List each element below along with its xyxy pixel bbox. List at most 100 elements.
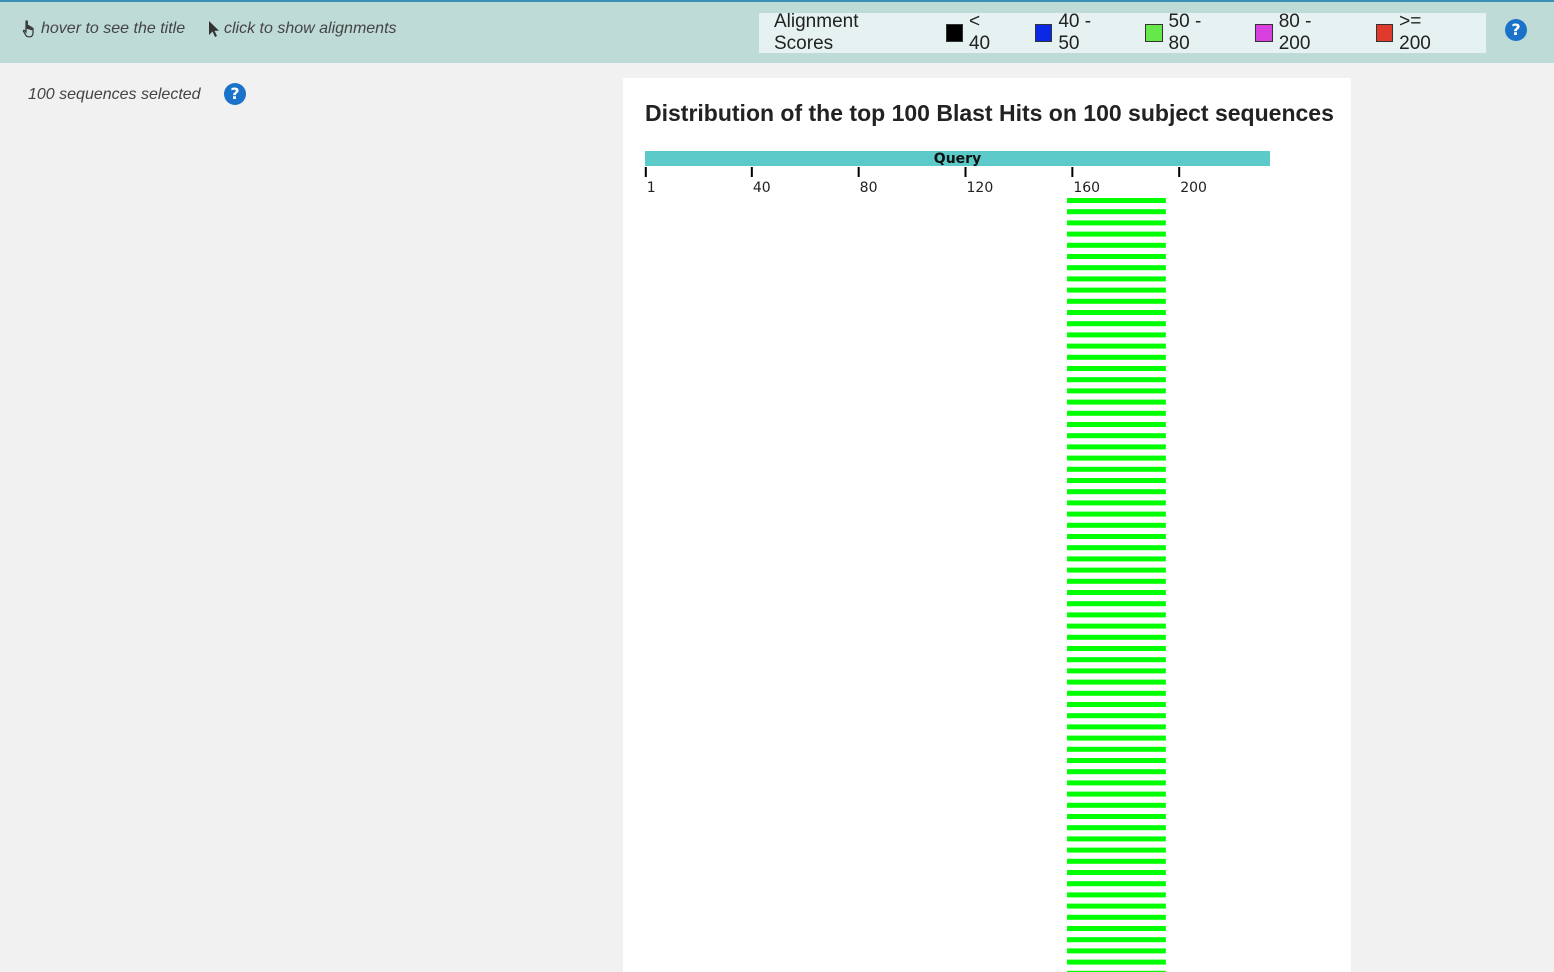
legend-item-40-50: 40 - 50 [1034, 11, 1115, 55]
hit-bar [1067, 489, 1166, 495]
hit-bar [1067, 366, 1166, 371]
hit-bar [1067, 310, 1166, 315]
hit-bar [1067, 903, 1166, 909]
hit-bar [1067, 220, 1166, 226]
hit-bar [1067, 948, 1166, 954]
hit-bar [1067, 914, 1166, 920]
top-toolbar: hover to see the title click to show ali… [0, 0, 1554, 63]
hit-bar [1067, 455, 1166, 461]
hover-hint-text: hover to see the title [41, 20, 186, 37]
legend-item-lt40: < 40 [945, 11, 1005, 55]
hit-bar [1067, 758, 1166, 763]
hit-bar [1067, 354, 1166, 360]
legend-item-80-200: 80 - 200 [1255, 11, 1345, 55]
legend-label: 40 - 50 [1058, 11, 1092, 54]
hit-bar [1067, 433, 1166, 439]
legend-item-gte200: >= 200 [1375, 11, 1456, 55]
hit-bar [1067, 679, 1166, 685]
hover-hint: hover to see the title [22, 20, 185, 38]
click-hint-text: click to show alignments [224, 20, 397, 37]
hit-bar [1067, 511, 1166, 517]
hit-bar [1067, 802, 1166, 808]
hit-bar [1067, 209, 1166, 215]
hit-bar [1067, 422, 1166, 427]
legend-swatch [1034, 24, 1053, 42]
axis-tick-label: 40 [753, 180, 771, 196]
hit-bar [1067, 926, 1166, 931]
hit-bar [1067, 287, 1166, 293]
hit-bar [1067, 578, 1166, 584]
hit-bar [1067, 567, 1166, 573]
hit-bar [1067, 231, 1166, 237]
hit-bar [1067, 444, 1166, 450]
hit-bar [1067, 769, 1166, 775]
hit-bar [1067, 791, 1166, 797]
hit-bar [1067, 780, 1166, 786]
legend-label: 50 - 80 [1168, 11, 1202, 54]
hit-bar [1067, 522, 1166, 528]
hit-bar [1067, 668, 1166, 674]
hit-bar [1067, 825, 1166, 831]
hit-bar [1067, 724, 1166, 730]
hit-bar [1067, 343, 1166, 349]
hit-bar [1067, 332, 1166, 338]
axis-tick-label: 200 [1180, 180, 1207, 196]
hit-bar [1067, 690, 1166, 696]
panel-title: Distribution of the top 100 Blast Hits o… [645, 100, 1334, 126]
hit-bar [1067, 959, 1166, 965]
hit-bar [1067, 545, 1166, 551]
blast-hits-graphic: Query 1 40 80 120 160 200 [644, 151, 1270, 972]
hit-bar [1067, 713, 1166, 719]
hit-bar [1067, 556, 1166, 562]
hit-bar [1067, 388, 1166, 394]
legend-title: Alignment Scores [774, 11, 859, 54]
hit-bar [1067, 601, 1166, 607]
hit-bar [1067, 937, 1166, 943]
hit-bar [1067, 623, 1166, 629]
hit-bar [1067, 702, 1166, 707]
hit-bar [1067, 321, 1166, 327]
hit-bar [1067, 814, 1166, 819]
axis-tick-label: 160 [1073, 180, 1100, 196]
hit-bar [1067, 298, 1166, 304]
legend-swatch [1375, 24, 1394, 42]
legend-label: < 40 [968, 11, 991, 54]
hit-bar [1067, 870, 1166, 875]
hit-bar [1067, 892, 1166, 898]
hit-bar [1067, 265, 1166, 271]
legend-help-icon[interactable]: ? [1505, 19, 1527, 41]
arrow-cursor-icon [209, 21, 219, 37]
alignment-scores-legend: Alignment Scores < 40 40 - 50 50 - 80 80… [759, 11, 1486, 55]
hit-bar [1067, 276, 1166, 282]
hit-bar [1067, 466, 1166, 472]
pointer-hand-icon [22, 20, 34, 38]
hit-bar [1067, 590, 1166, 595]
axis-tick-label: 1 [647, 180, 656, 196]
hit-bar [1067, 847, 1166, 853]
hit-bar [1067, 858, 1166, 864]
hit-bar [1067, 478, 1166, 483]
hit-bar [1067, 735, 1166, 741]
hit-bar [1067, 500, 1166, 506]
hit-bar [1067, 377, 1166, 383]
sequences-selected-text: 100 sequences selected [28, 86, 201, 103]
legend-swatch [1145, 24, 1163, 42]
hit-bar [1067, 534, 1166, 539]
hit-bar [1067, 254, 1166, 259]
legend-label: >= 200 [1399, 11, 1431, 54]
hit-bar [1067, 242, 1166, 248]
legend-label: 80 - 200 [1278, 11, 1312, 54]
query-label: Query [934, 151, 981, 167]
hit-bar [1067, 634, 1166, 640]
legend-swatch [1255, 24, 1273, 42]
query-bar [645, 151, 1270, 166]
legend-swatch [945, 24, 963, 42]
click-hint: click to show alignments [207, 20, 397, 38]
axis-tick-label: 80 [860, 180, 878, 196]
hit-bar [1067, 746, 1166, 752]
hit-bar [1067, 836, 1166, 842]
hit-bar [1067, 399, 1166, 405]
hit-bar [1067, 198, 1166, 203]
axis-tick-label: 120 [967, 180, 994, 196]
selection-help-icon[interactable]: ? [224, 83, 246, 105]
